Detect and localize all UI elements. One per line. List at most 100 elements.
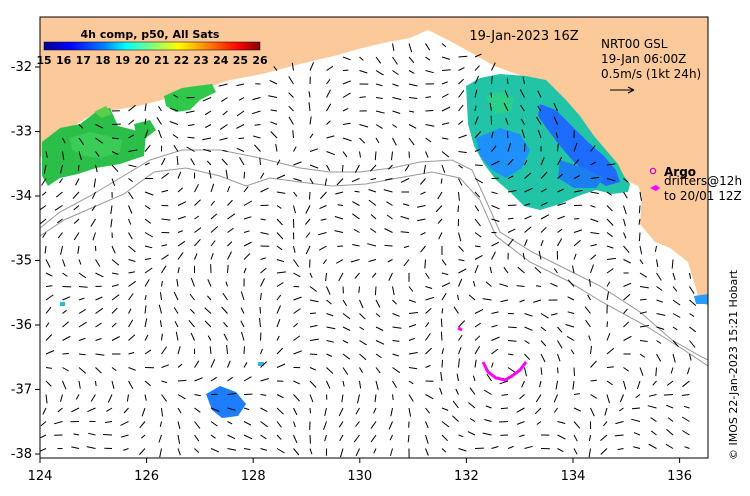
- current-arrow: [276, 282, 284, 287]
- current-arrow: [45, 285, 53, 287]
- current-arrow: [440, 372, 443, 382]
- current-arrow: [441, 292, 447, 301]
- current-arrow: [590, 394, 597, 399]
- current-arrow: [243, 171, 246, 179]
- current-arrow: [519, 434, 525, 438]
- x-tick-label: 132: [454, 469, 479, 484]
- current-arrow: [209, 346, 212, 355]
- current-arrow: [458, 232, 462, 242]
- current-arrow: [370, 178, 377, 181]
- current-arrow: [243, 421, 252, 426]
- current-arrow: [320, 191, 327, 199]
- current-arrow: [507, 190, 517, 193]
- current-arrow: [293, 407, 298, 416]
- current-arrow: [309, 62, 315, 71]
- current-arrow: [458, 268, 467, 274]
- current-arrow: [606, 232, 613, 238]
- current-arrow: [623, 259, 632, 264]
- current-arrow: [375, 56, 382, 64]
- current-arrow: [423, 164, 426, 174]
- current-arrow: [654, 245, 657, 252]
- current-arrow: [317, 232, 327, 236]
- current-arrow: [386, 201, 393, 206]
- current-arrow: [606, 205, 613, 212]
- current-arrow: [606, 178, 616, 182]
- current-arrow: [524, 172, 532, 179]
- x-tick-label: 128: [241, 469, 266, 484]
- current-arrow: [359, 70, 368, 74]
- current-arrow: [573, 142, 578, 152]
- current-arrow: [276, 319, 281, 328]
- current-arrow: [440, 318, 443, 328]
- current-arrow: [420, 178, 426, 185]
- current-arrow: [557, 143, 559, 152]
- current-arrow: [439, 387, 443, 395]
- current-arrow: [276, 159, 281, 166]
- current-arrow: [491, 324, 498, 328]
- current-arrow: [519, 394, 525, 400]
- current-arrow: [90, 394, 96, 402]
- current-arrow: [45, 350, 55, 355]
- current-arrow: [243, 407, 250, 411]
- current-arrow: [354, 190, 360, 193]
- current-arrow: [639, 191, 642, 201]
- current-arrow: [619, 394, 624, 403]
- drifter-track: [481, 361, 528, 382]
- current-arrow: [623, 218, 626, 227]
- current-arrow: [441, 407, 449, 411]
- current-arrow: [292, 130, 294, 139]
- current-arrow: [326, 286, 331, 295]
- current-arrow: [342, 353, 351, 360]
- current-arrow: [600, 448, 608, 455]
- current-arrow: [524, 239, 528, 247]
- y-axis: -32 -33 -34 -35 -36 -37 -38: [11, 60, 40, 462]
- current-arrow: [259, 306, 261, 314]
- current-arrow: [682, 380, 690, 388]
- current-arrow: [241, 331, 245, 341]
- current-arrow: [623, 282, 632, 287]
- current-arrow: [102, 434, 113, 436]
- current-arrow: [491, 145, 497, 152]
- current-arrow: [368, 189, 377, 193]
- current-arrow: [588, 335, 591, 341]
- current-arrow: [375, 380, 379, 390]
- current-arrow: [686, 367, 690, 375]
- current-arrow: [682, 430, 690, 436]
- current-arrow: [144, 279, 150, 287]
- current-arrow: [276, 205, 282, 209]
- current-arrow: [491, 205, 500, 210]
- colorbar-tick-label: 21: [154, 54, 169, 67]
- current-arrow: [359, 353, 367, 361]
- current-arrow: [590, 254, 597, 260]
- current-arrow: [402, 203, 410, 206]
- current-arrow: [553, 394, 558, 403]
- current-arrow: [639, 325, 649, 328]
- current-arrow: [326, 103, 332, 112]
- current-arrow: [120, 421, 129, 426]
- current-arrow: [400, 215, 410, 220]
- current-arrow: [474, 346, 481, 355]
- bathymetry-contour-2000m: [40, 167, 708, 367]
- current-arrow: [288, 92, 294, 98]
- current-arrow: [173, 94, 179, 98]
- current-arrow: [408, 97, 418, 99]
- current-arrow: [425, 124, 435, 127]
- current-arrow: [207, 295, 212, 301]
- current-arrow: [557, 448, 564, 453]
- current-arrow: [638, 218, 641, 225]
- y-tick-label: -34: [11, 189, 32, 204]
- current-arrow: [144, 394, 147, 401]
- current-arrow: [666, 428, 674, 436]
- current-arrow: [403, 245, 410, 249]
- current-arrow: [557, 326, 563, 333]
- current-arrow: [169, 121, 179, 125]
- current-arrow: [604, 407, 608, 416]
- current-arrow: [210, 434, 216, 439]
- x-axis: 124 126 128 130 132 134 136: [28, 458, 692, 484]
- current-arrow: [408, 407, 412, 417]
- current-arrow: [482, 432, 492, 436]
- current-arrow: [259, 157, 261, 166]
- current-arrow: [652, 380, 657, 386]
- current-arrow: [458, 320, 466, 328]
- colorbar-tick-label: 24: [213, 54, 229, 67]
